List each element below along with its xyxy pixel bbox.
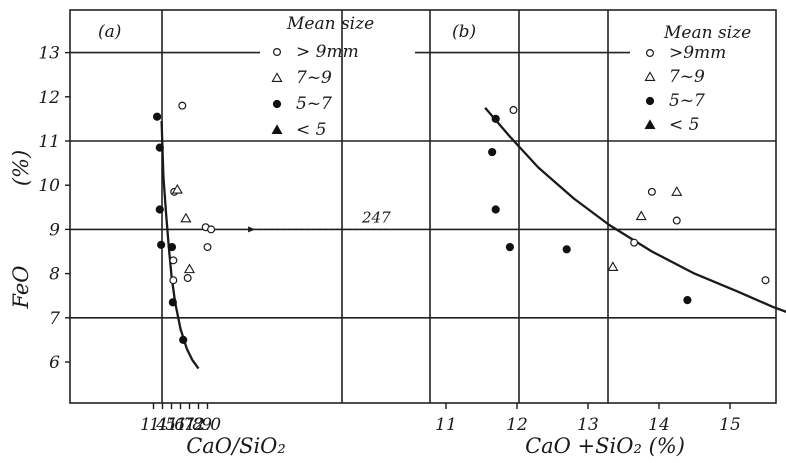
x-tick-label: 1.5 — [149, 415, 176, 435]
open-triangle-point — [171, 183, 183, 194]
filled-circle-point — [272, 99, 282, 109]
filled-triangle-point — [644, 119, 656, 129]
y-axis-unit: (%) — [9, 150, 33, 186]
x-tick-label: 2.0 — [193, 415, 221, 435]
open-triangle-point — [644, 71, 656, 81]
plot-frame — [69, 9, 777, 404]
open-circle-point — [509, 106, 518, 115]
open-triangle-point — [635, 210, 647, 221]
legend-b: Mean size >9mm 7~9 5~7 < 5 — [644, 23, 751, 135]
filled-circle-point — [683, 296, 692, 305]
legend-entry-label: < 5 — [669, 115, 699, 135]
fit-curve — [160, 121, 200, 370]
x-tick-label: 1.7 — [167, 415, 194, 435]
legend-entry-label: 7~9 — [669, 67, 705, 87]
y-tick-label: 11 — [38, 132, 60, 152]
open-circle-point — [207, 225, 216, 234]
x-tick-label: 11 — [435, 415, 457, 435]
legend-entry-label: >9mm — [669, 43, 726, 63]
filled-circle-point — [167, 242, 177, 252]
legend-entry-label: > 9mm — [296, 42, 359, 62]
filled-circle-point — [645, 96, 655, 106]
open-triangle-point — [671, 186, 683, 196]
open-circle-point — [672, 216, 681, 225]
y-tick-label: 10 — [38, 176, 60, 196]
y-tick-label: 8 — [49, 265, 60, 285]
filled-circle-point — [179, 335, 188, 344]
panel-label-a: (a) — [98, 22, 121, 42]
open-circle-point — [645, 48, 654, 57]
y-tick-label: 7 — [49, 309, 60, 329]
open-triangle-point — [180, 212, 192, 223]
grid — [69, 9, 777, 404]
filled-circle-point — [157, 240, 166, 249]
open-circle-point — [273, 47, 282, 56]
filled-circle-point — [155, 143, 164, 152]
fit-curve — [484, 107, 786, 314]
x-tick-label: 1.4 — [140, 415, 167, 435]
legend-title-a: Mean size — [286, 14, 374, 34]
open-circle-point — [647, 187, 656, 196]
open-circle-point — [169, 256, 178, 265]
legend-title-b: Mean size — [663, 23, 751, 43]
filled-triangle-point — [271, 124, 283, 134]
filled-circle-point — [562, 245, 571, 254]
open-circle-point — [203, 243, 212, 252]
legend-entry-label: < 5 — [296, 120, 326, 140]
y-tick-label: 6 — [49, 353, 60, 373]
y-tick-label: 12 — [38, 88, 60, 108]
open-triangle-point — [271, 72, 283, 82]
y-tick-label: 9 — [49, 220, 60, 240]
legend-entry-label: 5~7 — [296, 94, 332, 114]
legend-a: Mean size > 9mm 7~9 5~7 < 5 — [271, 14, 374, 140]
open-circle-point — [183, 274, 192, 283]
filled-circle-point — [505, 242, 514, 252]
x-tick-label: 1.9 — [185, 415, 212, 435]
annotation-label: 247 — [361, 208, 391, 226]
filled-circle-point — [168, 298, 177, 307]
panel-label-b: (b) — [452, 22, 476, 42]
open-triangle-point — [183, 263, 196, 274]
x-tick-label: 1.8 — [176, 415, 203, 435]
open-circle-point — [630, 238, 639, 247]
open-circle-point — [761, 276, 770, 285]
legend-entry-label: 5~7 — [669, 91, 705, 111]
y-tick-label: 13 — [38, 44, 60, 64]
open-circle-point — [169, 276, 178, 285]
legend-entry-label: 7~9 — [296, 68, 332, 88]
y-axis-label: FeO — [9, 265, 33, 309]
x-tick-label: 13 — [577, 415, 599, 435]
x-axis-label-b: CaO +SiO₂ (%) — [525, 434, 685, 458]
open-triangle-point — [607, 261, 619, 271]
open-circle-point — [178, 101, 187, 110]
filled-circle-point — [491, 205, 500, 214]
filled-circle-point — [153, 112, 162, 121]
x-tick-label: 15 — [719, 415, 741, 435]
plot-area: 6 7 8 9 10 11 12 13 1.41.51.61.71.81.92.0 11 12 13 1… — [38, 44, 786, 435]
x-tick-label: 12 — [506, 415, 528, 435]
x-axis-label-a: CaO/SiO₂ — [186, 434, 286, 458]
annotation-arrow — [248, 226, 256, 233]
filled-circle-point — [488, 147, 497, 157]
filled-circle-point — [491, 114, 500, 124]
filled-circle-point — [155, 205, 164, 214]
ylabel-group: FeO (%) — [9, 150, 33, 310]
x-tick-label: 14 — [648, 415, 670, 435]
x-tick-label: 1.6 — [158, 415, 185, 435]
